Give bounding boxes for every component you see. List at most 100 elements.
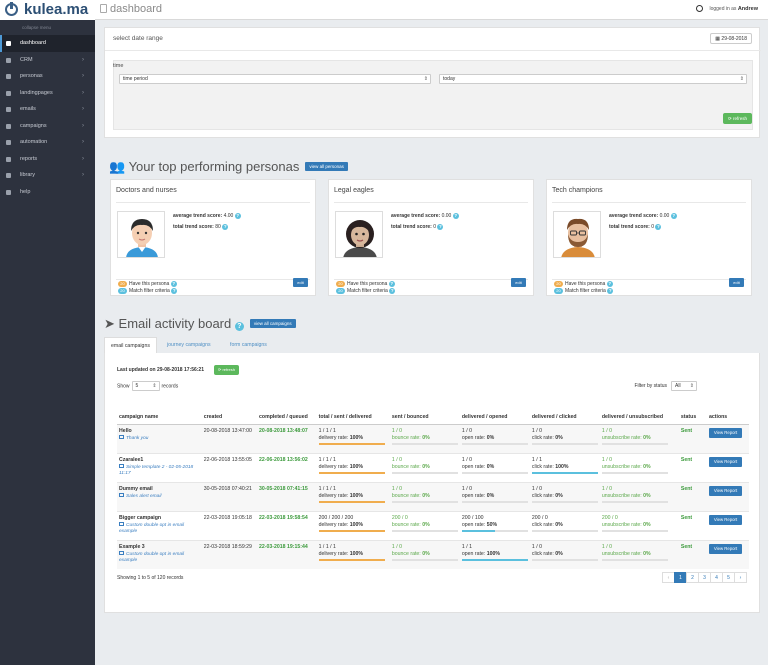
unsubscribe-rate: unsubscribe rate: 0% bbox=[602, 551, 677, 558]
campaign-name[interactable]: Example 3 bbox=[119, 543, 145, 550]
help-icon[interactable]: ? bbox=[170, 281, 177, 287]
divider bbox=[334, 279, 528, 280]
help-icon[interactable]: ? bbox=[670, 213, 677, 219]
total-trend-label: total trend score: bbox=[609, 224, 650, 230]
sidebar-item-help[interactable]: help bbox=[0, 184, 95, 201]
last-updated: Last updated on 29-08-2018 17:56:21 bbox=[117, 367, 204, 373]
help-icon[interactable]: ? bbox=[607, 288, 614, 294]
persona-title: Doctors and nurses bbox=[116, 187, 177, 194]
template-link[interactable]: Custom double opt in email example bbox=[119, 550, 200, 564]
total-trend-value: 80 bbox=[215, 224, 221, 230]
users-icon: 👥 bbox=[109, 159, 126, 174]
sidebar-item-automation[interactable]: automation › bbox=[0, 134, 95, 151]
match-criteria-label: Match filter criteria bbox=[565, 288, 606, 294]
view-report-button[interactable]: View Report bbox=[709, 485, 743, 496]
campaign-name[interactable]: Hello bbox=[119, 427, 132, 434]
tab-journey-campaigns[interactable]: journey campaigns bbox=[167, 342, 211, 348]
campaign-name-cell: Hello Thank you bbox=[117, 423, 202, 453]
campaign-name[interactable]: Bigger campaign bbox=[119, 514, 162, 521]
bullhorn-icon bbox=[6, 123, 11, 129]
sidebar-item-landingpages[interactable]: landingpages › bbox=[0, 85, 95, 102]
sidebar-item-library[interactable]: library › bbox=[0, 167, 95, 184]
chevron-right-icon: › bbox=[82, 73, 84, 79]
campaign-name[interactable]: Dummy email bbox=[119, 485, 153, 492]
help-icon[interactable]: ? bbox=[452, 213, 459, 219]
date-picker-button[interactable]: ▦ 29-08-2018 bbox=[710, 33, 752, 44]
help-icon[interactable]: ? bbox=[234, 322, 244, 331]
unsubscribe-rate-value: 0% bbox=[643, 521, 651, 528]
refresh-button[interactable]: ⟳ refresh bbox=[722, 113, 752, 124]
status-filter-select[interactable]: All bbox=[671, 381, 697, 391]
delivery-rate: delivery rate: 100% bbox=[319, 522, 388, 529]
sidebar-item-campaigns[interactable]: campaigns › bbox=[0, 118, 95, 135]
brand[interactable]: kulea.ma bbox=[0, 0, 95, 20]
collapse-menu[interactable]: collapse menu bbox=[0, 20, 95, 35]
template-link[interactable]: Thank you bbox=[119, 434, 200, 442]
tab-email-campaigns[interactable]: email campaigns bbox=[104, 337, 157, 353]
delivery-value: 1 / 1 / 1 bbox=[318, 485, 336, 492]
delivery-rate-value: 100% bbox=[349, 463, 364, 470]
power-logo-icon bbox=[5, 2, 18, 16]
unsubscribe-cell: 1 / 0 unsubscribe rate: 0% bbox=[599, 481, 679, 511]
column-header: total / sent / delivered bbox=[316, 397, 390, 425]
user-box[interactable]: logged in as Andrew bbox=[696, 5, 758, 12]
completed-cell: 30-05-2018 07:41:15 bbox=[257, 481, 317, 511]
sidebar-item-dashboard[interactable]: dashboard bbox=[0, 35, 95, 52]
template-name: Custom double opt in email example bbox=[119, 522, 185, 534]
help-icon[interactable]: ? bbox=[437, 224, 444, 230]
help-icon[interactable]: ? bbox=[389, 288, 396, 294]
delivery-value: 200 / 200 / 200 bbox=[318, 514, 354, 521]
match-criteria-row: 20 Match filter criteria ? bbox=[336, 288, 396, 294]
logged-in-label: logged in as bbox=[709, 6, 737, 12]
delivery-rate-label: delivery rate: bbox=[318, 521, 349, 528]
template-link[interactable]: Custom double opt in email example bbox=[119, 521, 200, 535]
view-report-button[interactable]: View Report bbox=[709, 427, 743, 438]
click-value: 200 / 0 bbox=[531, 514, 548, 521]
campaign-name[interactable]: Czaralee1 bbox=[119, 456, 144, 463]
page-size-select[interactable]: 5 bbox=[131, 381, 160, 391]
view-all-personas-button[interactable]: view all personas bbox=[305, 162, 348, 171]
unsubscribe-value: 1 / 0 bbox=[601, 427, 612, 434]
open-rate-label: open rate: bbox=[461, 492, 486, 499]
help-icon[interactable]: ? bbox=[171, 288, 178, 294]
campaign-table: campaign name created completed / queued to… bbox=[117, 397, 749, 569]
help-icon[interactable]: ? bbox=[388, 281, 395, 287]
view-report-button[interactable]: View Report bbox=[709, 543, 743, 554]
page-next[interactable]: › bbox=[734, 572, 747, 583]
open-rate-label: open rate: bbox=[461, 521, 486, 528]
edit-persona-button[interactable]: edit bbox=[511, 278, 526, 287]
click-rate-label: click rate: bbox=[531, 492, 554, 499]
edit-persona-button[interactable]: edit bbox=[293, 278, 308, 287]
sidebar-item-emails[interactable]: emails › bbox=[0, 101, 95, 118]
today-select[interactable]: today bbox=[439, 74, 747, 84]
time-period-select[interactable]: time period bbox=[119, 74, 431, 84]
view-report-button[interactable]: View Report bbox=[709, 456, 743, 467]
view-all-campaigns-button[interactable]: view all campaigns bbox=[249, 319, 296, 328]
pagination: ‹ 1 2 3 4 5 › bbox=[662, 572, 747, 583]
help-icon[interactable]: ? bbox=[655, 224, 662, 230]
bounce-rate-label: bounce rate: bbox=[391, 463, 421, 470]
envelope-icon bbox=[119, 434, 124, 439]
help-icon[interactable]: ? bbox=[222, 224, 229, 230]
help-icon[interactable]: ? bbox=[606, 281, 613, 287]
power-icon[interactable] bbox=[696, 5, 704, 12]
view-report-button[interactable]: View Report bbox=[709, 514, 743, 525]
thumbs-up-icon bbox=[100, 4, 107, 13]
help-icon[interactable]: ? bbox=[234, 213, 241, 219]
sidebar: collapse menu dashboard CRM › personas › land… bbox=[0, 20, 95, 665]
refresh-campaigns-button[interactable]: ⟳ refresh bbox=[214, 365, 239, 375]
sidebar-item-personas[interactable]: personas › bbox=[0, 68, 95, 85]
sidebar-item-crm[interactable]: CRM › bbox=[0, 52, 95, 69]
table-row: Dummy email Sales alert email 30-05-2018 0… bbox=[117, 481, 749, 511]
sidebar-item-reports[interactable]: reports › bbox=[0, 151, 95, 168]
persona-card: Tech champions average trend score: 0.00 … bbox=[546, 179, 752, 296]
template-link[interactable]: Simple template 2 - 02-05-2018 11:17 bbox=[119, 463, 200, 477]
tab-form-campaigns[interactable]: form campaigns bbox=[230, 342, 267, 348]
chevron-right-icon: › bbox=[82, 89, 84, 96]
delivery-rate-label: delivery rate: bbox=[318, 550, 349, 557]
edit-persona-button[interactable]: edit bbox=[729, 278, 744, 287]
delivery-rate-value: 100% bbox=[349, 492, 364, 499]
template-link[interactable]: Sales alert email bbox=[119, 492, 200, 500]
status-badge: Sent bbox=[680, 456, 693, 463]
column-header: campaign name bbox=[117, 397, 202, 425]
